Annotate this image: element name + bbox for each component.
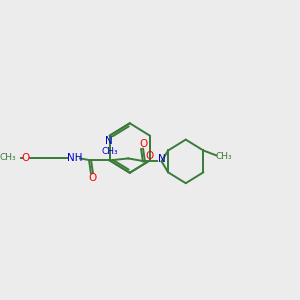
Text: O: O	[139, 139, 147, 148]
Text: N: N	[158, 154, 166, 164]
Text: CH₃: CH₃	[0, 153, 16, 162]
Text: CH₃: CH₃	[215, 152, 232, 161]
Text: O: O	[21, 153, 29, 164]
Text: N: N	[105, 136, 112, 146]
Text: O: O	[146, 152, 154, 161]
Text: O: O	[89, 173, 97, 183]
Text: CH₃: CH₃	[101, 147, 118, 156]
Text: NH: NH	[67, 153, 82, 164]
